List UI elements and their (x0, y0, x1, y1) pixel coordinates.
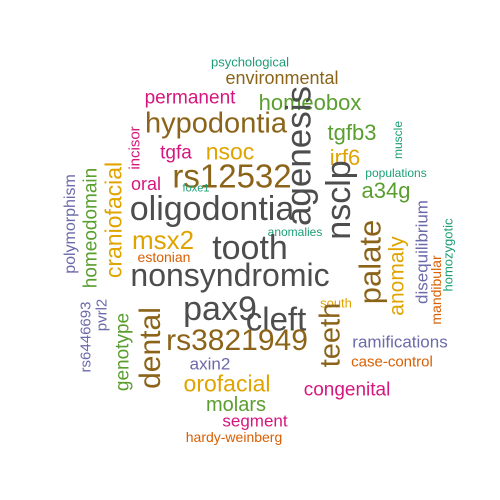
word-genotype: genotype (112, 312, 134, 392)
word-rs3821949: rs3821949 (166, 324, 308, 357)
word-ramifications: ramifications (352, 332, 448, 352)
word-teeth: teeth (314, 302, 347, 368)
word-tgfa: tgfa (160, 142, 192, 164)
word-pax9: pax9 (183, 290, 257, 328)
word-molars: molars (205, 394, 267, 416)
word-estonian: estonian (137, 249, 191, 265)
word-south: south (320, 295, 352, 311)
word-permanent: permanent (144, 87, 236, 109)
word-palate: palate (352, 219, 388, 305)
word-irf6: irf6 (329, 145, 361, 170)
word-hypodontia: hypodontia (145, 107, 287, 140)
word-congenital: congenital (303, 379, 391, 401)
word-a34g: a34g (361, 178, 411, 203)
word-tgfb3: tgfb3 (327, 120, 377, 145)
word-nsclp: nsclp (320, 160, 358, 240)
word-segment: segment (222, 411, 288, 431)
word-mandibular: mandibular (428, 255, 444, 325)
word-rs12532: rs12532 (172, 157, 292, 195)
word-craniofacial: craniofacial (100, 161, 127, 279)
word-orofacial: orofacial (183, 370, 271, 397)
word-hardy-weinberg: hardy-weinberg (185, 429, 283, 445)
word-populations: populations (365, 166, 427, 180)
word-msx2: msx2 (131, 225, 195, 255)
word-incisor: incisor (126, 126, 144, 170)
word-pvrl2: pvrl2 (93, 298, 111, 332)
word-axin2: axin2 (189, 354, 231, 374)
word-cleft: cleft (245, 300, 307, 338)
word-rs6446693: rs6446693 (77, 301, 95, 373)
word-polymorphism: polymorphism (62, 174, 79, 274)
word-homeobox: homeobox (258, 90, 362, 115)
word-muscle: muscle (391, 120, 405, 160)
word-oral: oral (130, 174, 162, 194)
word-oligodontia: oligodontia (129, 190, 295, 228)
word-environmental: environmental (225, 68, 339, 88)
word-nsoc: nsoc (205, 138, 255, 165)
word-dental: dental (134, 307, 167, 389)
word-case-control: case-control (351, 353, 433, 371)
word-anomaly: anomaly (385, 236, 409, 316)
word-tooth: tooth (212, 229, 288, 267)
word-anomalies: anomalies (267, 225, 323, 239)
word-homeodomain: homeodomain (80, 167, 102, 289)
word-nonsyndromic: nonsyndromic (130, 257, 330, 293)
word-foxe1: foxe1 (182, 182, 210, 195)
word-psychological: psychological (210, 54, 290, 70)
